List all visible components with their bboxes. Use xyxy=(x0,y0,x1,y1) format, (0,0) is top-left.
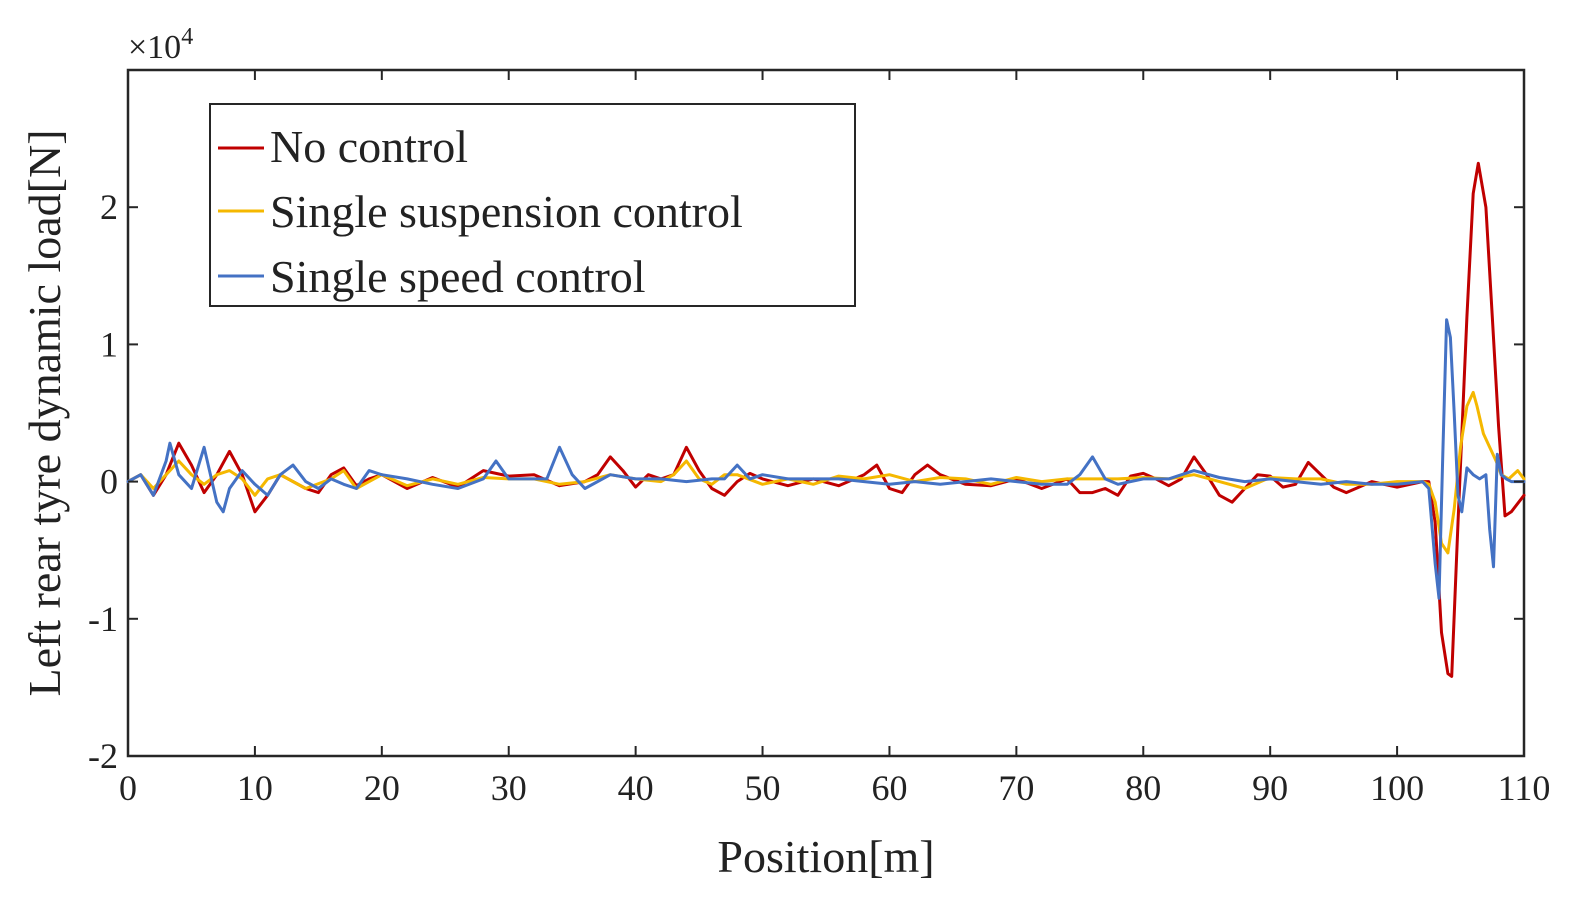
y-axis-title: Left rear tyre dynamic load[N] xyxy=(19,129,70,696)
x-tick-label: 40 xyxy=(618,768,654,808)
legend-label-no-control: No control xyxy=(270,121,468,172)
x-tick-label: 20 xyxy=(364,768,400,808)
x-tick-label: 10 xyxy=(237,768,273,808)
series-line-single-suspension-control xyxy=(126,390,1526,555)
y-tick-label: 0 xyxy=(100,462,118,502)
y-tick-label: 2 xyxy=(100,187,118,227)
legend: No control Single suspension control Sin… xyxy=(209,103,856,307)
x-tick-label: 90 xyxy=(1252,768,1288,808)
series-layer xyxy=(126,161,1526,678)
y-tick-label: -2 xyxy=(88,736,118,776)
x-tick-label: 60 xyxy=(871,768,907,808)
series-line-no-control xyxy=(126,161,1526,678)
tick-layer: 0 10 20 30 40 50 60 70 80 90 100 110 -2 -1 0 1 2 xyxy=(88,70,1550,808)
y-tick-label: -1 xyxy=(88,599,118,639)
y-axis-multiplier: ×104 xyxy=(128,24,193,66)
legend-box xyxy=(209,103,856,307)
x-tick-label: 100 xyxy=(1370,768,1424,808)
legend-label-single-suspension-control: Single suspension control xyxy=(270,186,743,237)
plot-area-frame xyxy=(126,68,1526,758)
x-tick-label: 50 xyxy=(745,768,781,808)
y-tick-label: 1 xyxy=(100,324,118,364)
legend-label-single-speed-control: Single speed control xyxy=(270,251,646,302)
x-tick-label: 70 xyxy=(998,768,1034,808)
x-tick-label: 0 xyxy=(119,768,137,808)
series-line-single-speed-control xyxy=(126,318,1526,600)
x-tick-label: 30 xyxy=(491,768,527,808)
x-tick-label: 80 xyxy=(1125,768,1161,808)
x-tick-label: 110 xyxy=(1498,768,1551,808)
x-axis-title: Position[m] xyxy=(717,831,934,882)
